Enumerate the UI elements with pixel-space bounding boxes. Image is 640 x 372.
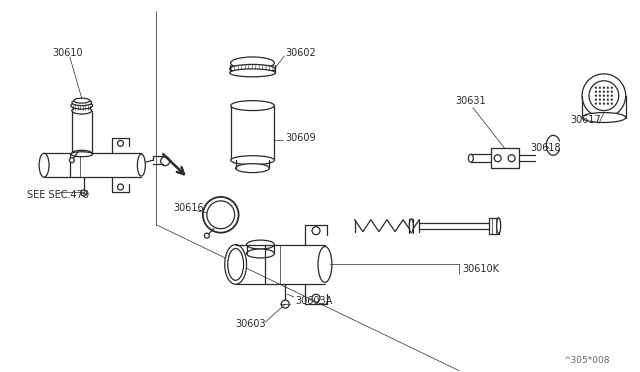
Ellipse shape bbox=[138, 154, 145, 176]
Ellipse shape bbox=[230, 57, 275, 69]
Circle shape bbox=[607, 95, 609, 97]
Text: 30603A: 30603A bbox=[295, 296, 332, 306]
Circle shape bbox=[603, 103, 605, 105]
Text: ^305*008: ^305*008 bbox=[563, 356, 610, 365]
Text: 30618: 30618 bbox=[531, 143, 561, 153]
Circle shape bbox=[204, 233, 209, 238]
Circle shape bbox=[508, 155, 515, 162]
Text: 30631: 30631 bbox=[455, 96, 486, 106]
Text: 30603: 30603 bbox=[236, 319, 266, 329]
Ellipse shape bbox=[71, 152, 93, 157]
Circle shape bbox=[118, 184, 124, 190]
Ellipse shape bbox=[74, 98, 90, 103]
Circle shape bbox=[595, 99, 597, 100]
Circle shape bbox=[118, 140, 124, 146]
Ellipse shape bbox=[71, 102, 93, 109]
Circle shape bbox=[203, 197, 239, 232]
Circle shape bbox=[603, 99, 605, 100]
Ellipse shape bbox=[246, 240, 275, 249]
Circle shape bbox=[599, 87, 601, 89]
Circle shape bbox=[603, 91, 605, 93]
Circle shape bbox=[595, 87, 597, 89]
Ellipse shape bbox=[468, 154, 474, 162]
Ellipse shape bbox=[225, 244, 246, 284]
Ellipse shape bbox=[72, 150, 92, 156]
Circle shape bbox=[595, 91, 597, 93]
Circle shape bbox=[582, 74, 626, 118]
Circle shape bbox=[207, 201, 235, 229]
Circle shape bbox=[607, 87, 609, 89]
Ellipse shape bbox=[230, 156, 275, 165]
Circle shape bbox=[603, 87, 605, 89]
Circle shape bbox=[599, 95, 601, 97]
Ellipse shape bbox=[230, 101, 275, 110]
Circle shape bbox=[611, 95, 612, 97]
Circle shape bbox=[611, 103, 612, 105]
Ellipse shape bbox=[410, 219, 413, 232]
Ellipse shape bbox=[318, 247, 332, 282]
Circle shape bbox=[599, 103, 601, 105]
Ellipse shape bbox=[236, 164, 269, 173]
Circle shape bbox=[607, 103, 609, 105]
Circle shape bbox=[611, 99, 612, 100]
Text: 30617: 30617 bbox=[570, 115, 601, 125]
Circle shape bbox=[312, 227, 320, 235]
Circle shape bbox=[589, 81, 619, 110]
Circle shape bbox=[611, 91, 612, 93]
Ellipse shape bbox=[228, 248, 244, 280]
Ellipse shape bbox=[230, 64, 275, 73]
Text: 30609: 30609 bbox=[285, 133, 316, 143]
Circle shape bbox=[607, 99, 609, 100]
Circle shape bbox=[607, 91, 609, 93]
Circle shape bbox=[599, 91, 601, 93]
Text: 30602: 30602 bbox=[285, 48, 316, 58]
Ellipse shape bbox=[39, 153, 49, 177]
Ellipse shape bbox=[72, 107, 92, 114]
Ellipse shape bbox=[582, 113, 626, 122]
Circle shape bbox=[312, 294, 320, 302]
Ellipse shape bbox=[72, 100, 92, 106]
Ellipse shape bbox=[246, 249, 275, 258]
Text: 30610K: 30610K bbox=[462, 264, 499, 275]
Circle shape bbox=[494, 155, 501, 162]
Text: 30610: 30610 bbox=[52, 48, 83, 58]
Text: 30616: 30616 bbox=[173, 203, 204, 213]
Text: SEE SEC.470: SEE SEC.470 bbox=[28, 190, 89, 200]
Circle shape bbox=[599, 99, 601, 100]
Circle shape bbox=[603, 95, 605, 97]
Circle shape bbox=[69, 158, 74, 163]
Ellipse shape bbox=[497, 218, 500, 234]
Circle shape bbox=[81, 190, 87, 196]
Circle shape bbox=[595, 95, 597, 97]
Circle shape bbox=[611, 87, 612, 89]
Bar bbox=[491, 148, 518, 168]
Ellipse shape bbox=[230, 69, 275, 77]
Circle shape bbox=[595, 103, 597, 105]
Circle shape bbox=[282, 300, 289, 308]
Circle shape bbox=[161, 157, 170, 166]
